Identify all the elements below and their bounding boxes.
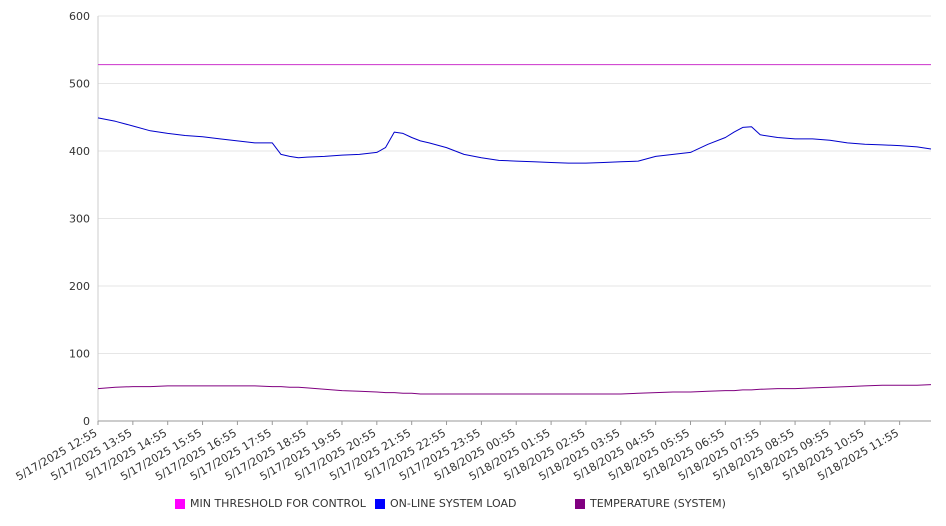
y-tick-label: 300 xyxy=(69,213,90,226)
y-tick-label: 0 xyxy=(83,415,90,428)
series-line-2 xyxy=(97,384,932,395)
legend-swatch-online-system-load xyxy=(375,498,385,509)
legend-swatch-min-threshold xyxy=(175,498,185,509)
grid-lines xyxy=(98,15,931,354)
x-tick-labels: 5/17/2025 12:555/17/2025 13:555/17/2025 … xyxy=(14,426,901,483)
legend-item-min-threshold[interactable]: MIN THRESHOLD FOR CONTROL xyxy=(175,497,366,510)
legend: MIN THRESHOLD FOR CONTROL ON-LINE SYSTEM… xyxy=(0,497,946,515)
legend-swatch-temperature xyxy=(575,498,585,509)
y-tick-label: 200 xyxy=(69,280,90,293)
series-line-1 xyxy=(97,117,932,164)
axes xyxy=(97,16,931,425)
legend-item-temperature[interactable]: TEMPERATURE (SYSTEM) xyxy=(575,497,726,510)
legend-item-online-system-load[interactable]: ON-LINE SYSTEM LOAD xyxy=(375,497,516,510)
y-tick-label: 100 xyxy=(69,348,90,361)
series-lines xyxy=(97,64,932,395)
y-tick-label: 600 xyxy=(69,10,90,23)
legend-label-temperature: TEMPERATURE (SYSTEM) xyxy=(590,497,726,510)
y-tick-labels: 0 100 200 300 400 500 600 xyxy=(69,10,90,428)
y-tick-label: 400 xyxy=(69,145,90,158)
y-tick-label: 500 xyxy=(69,78,90,91)
legend-label-min-threshold: MIN THRESHOLD FOR CONTROL xyxy=(190,497,366,510)
legend-label-online-system-load: ON-LINE SYSTEM LOAD xyxy=(390,497,517,510)
